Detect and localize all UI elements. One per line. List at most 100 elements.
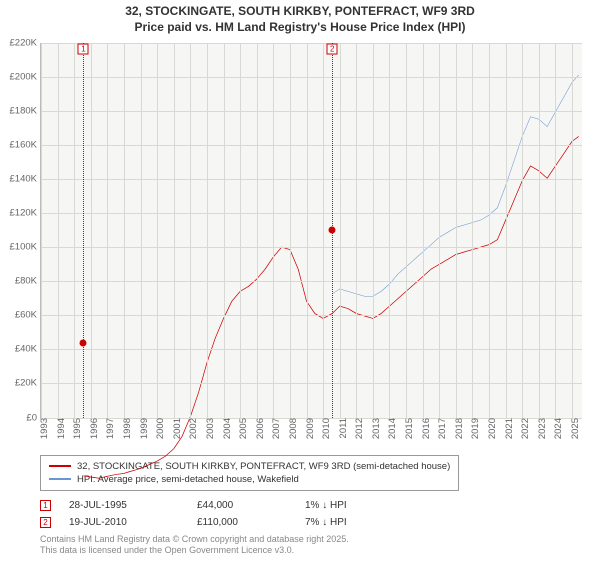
series-lines — [41, 43, 582, 584]
grid-line-v — [273, 43, 274, 417]
sale-marker-vline — [83, 43, 84, 417]
x-axis-label: 2024 — [551, 418, 564, 439]
x-axis-label: 2016 — [419, 418, 432, 439]
grid-line-v — [489, 43, 490, 417]
grid-line-v — [257, 43, 258, 417]
y-axis-label: £200K — [10, 72, 41, 83]
x-axis-label: 2011 — [336, 418, 349, 438]
grid-line-h — [41, 213, 582, 214]
grid-line-v — [439, 43, 440, 417]
x-axis-label: 2004 — [220, 418, 233, 439]
grid-line-v — [290, 43, 291, 417]
x-axis-label: 2018 — [452, 418, 465, 439]
x-axis-label: 2012 — [352, 418, 365, 439]
y-axis-label: £40K — [15, 344, 41, 355]
chart-title-block: 32, STOCKINGATE, SOUTH KIRKBY, PONTEFRAC… — [0, 0, 600, 37]
y-axis-label: £180K — [10, 106, 41, 117]
grid-line-v — [107, 43, 108, 417]
grid-line-h — [41, 315, 582, 316]
x-axis-label: 2023 — [535, 418, 548, 439]
y-axis-label: £120K — [10, 208, 41, 219]
x-axis-label: 1997 — [103, 418, 116, 439]
grid-line-v — [389, 43, 390, 417]
x-axis-label: 2007 — [269, 418, 282, 439]
sale-marker-box: 2 — [327, 44, 338, 55]
x-axis-label: 1994 — [54, 418, 67, 439]
x-axis-label: 2005 — [236, 418, 249, 439]
grid-line-v — [174, 43, 175, 417]
grid-line-v — [340, 43, 341, 417]
grid-line-v — [406, 43, 407, 417]
grid-line-v — [472, 43, 473, 417]
grid-line-h — [41, 281, 582, 282]
y-axis-label: £80K — [15, 276, 41, 287]
grid-line-v — [41, 43, 42, 417]
x-axis-label: 2002 — [186, 418, 199, 439]
x-axis-label: 1993 — [37, 418, 50, 439]
grid-line-v — [506, 43, 507, 417]
sale-marker-dot — [329, 227, 336, 234]
x-axis-label: 2003 — [203, 418, 216, 439]
grid-line-h — [41, 77, 582, 78]
grid-line-h — [41, 111, 582, 112]
grid-line-h — [41, 145, 582, 146]
grid-line-v — [456, 43, 457, 417]
grid-line-v — [58, 43, 59, 417]
grid-line-v — [323, 43, 324, 417]
grid-line-v — [522, 43, 523, 417]
y-axis-label: £160K — [10, 140, 41, 151]
grid-line-v — [74, 43, 75, 417]
x-axis-label: 2006 — [253, 418, 266, 439]
plot-inner: £0£20K£40K£60K£80K£100K£120K£140K£160K£1… — [40, 43, 582, 418]
x-axis-label: 1999 — [137, 418, 150, 439]
plot-area: £0£20K£40K£60K£80K£100K£120K£140K£160K£1… — [0, 37, 600, 418]
chart-container: 32, STOCKINGATE, SOUTH KIRKBY, PONTEFRAC… — [0, 0, 600, 560]
y-axis-label: £60K — [15, 310, 41, 321]
x-axis-label: 2017 — [435, 418, 448, 439]
x-axis-label: 2009 — [303, 418, 316, 439]
chart-title-line1: 32, STOCKINGATE, SOUTH KIRKBY, PONTEFRAC… — [0, 4, 600, 20]
x-axis-label: 2020 — [485, 418, 498, 439]
grid-line-v — [224, 43, 225, 417]
grid-line-v — [207, 43, 208, 417]
grid-line-h — [41, 383, 582, 384]
grid-line-v — [91, 43, 92, 417]
chart-title-line2: Price paid vs. HM Land Registry's House … — [0, 20, 600, 36]
y-axis-label: £100K — [10, 242, 41, 253]
grid-line-v — [539, 43, 540, 417]
x-axis-label: 1998 — [120, 418, 133, 439]
y-axis-label: £140K — [10, 174, 41, 185]
x-axis-label: 2014 — [385, 418, 398, 439]
x-axis-label: 2022 — [518, 418, 531, 439]
grid-line-v — [356, 43, 357, 417]
x-axis-label: 2025 — [568, 418, 581, 439]
grid-line-h — [41, 247, 582, 248]
x-axis-label: 2001 — [170, 418, 183, 439]
grid-line-v — [373, 43, 374, 417]
y-axis-label: £220K — [10, 38, 41, 49]
grid-line-v — [555, 43, 556, 417]
sale-marker-dot — [80, 339, 87, 346]
grid-line-v — [141, 43, 142, 417]
sale-marker-box: 1 — [78, 44, 89, 55]
x-axis-label: 1995 — [70, 418, 83, 439]
grid-line-h — [41, 179, 582, 180]
x-axis-label: 2015 — [402, 418, 415, 439]
grid-line-v — [157, 43, 158, 417]
x-axis-label: 2013 — [369, 418, 382, 439]
grid-line-h — [41, 43, 582, 44]
grid-line-v — [240, 43, 241, 417]
grid-line-v — [307, 43, 308, 417]
x-axis-label: 2008 — [286, 418, 299, 439]
x-axis-label: 1996 — [87, 418, 100, 439]
x-axis-label: 2021 — [502, 418, 515, 439]
x-axis-label: 2000 — [153, 418, 166, 439]
x-axis-label: 2010 — [319, 418, 332, 439]
x-axis-label: 2019 — [468, 418, 481, 439]
grid-line-h — [41, 349, 582, 350]
grid-line-v — [423, 43, 424, 417]
grid-line-v — [124, 43, 125, 417]
y-axis-label: £20K — [15, 378, 41, 389]
grid-line-v — [572, 43, 573, 417]
grid-line-v — [190, 43, 191, 417]
